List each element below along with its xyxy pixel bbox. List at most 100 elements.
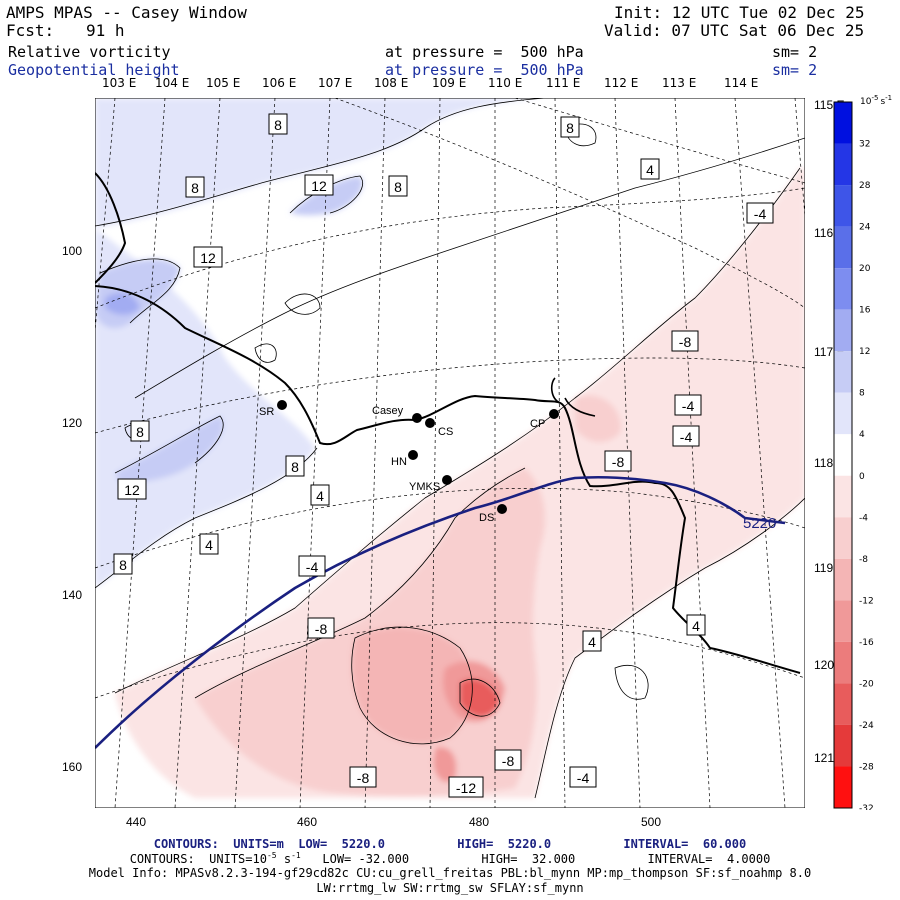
colorbar-swatch	[834, 309, 852, 352]
colorbar-unit: 10-5 s-1	[860, 94, 892, 107]
plot-title: AMPS MPAS -- Casey Window	[6, 3, 247, 22]
lon-label: 114 E	[724, 76, 759, 90]
colorbar-swatch	[834, 558, 852, 601]
station-dot-cp	[549, 409, 559, 419]
x-tick-label: 500	[641, 815, 662, 829]
geopotential-height-contour	[95, 475, 786, 749]
field1-smoothing: sm= 2	[772, 43, 818, 61]
colorbar-tick-label: -32	[859, 804, 874, 810]
colorbar-swatch	[834, 185, 852, 227]
x-tick-label: 480	[469, 815, 490, 829]
station-markers	[277, 400, 559, 514]
colorbar-swatch	[834, 600, 852, 642]
colorbar-tick-label: -24	[859, 721, 874, 731]
colorbar-frame	[833, 101, 853, 809]
contour-label: 4	[316, 488, 324, 504]
lon-label: 107 E	[318, 76, 353, 90]
colorbar-tick-label: 16	[859, 306, 871, 316]
contour-label: 12	[124, 482, 140, 498]
colorbar-swatch	[834, 724, 852, 767]
contour-label: -8	[315, 621, 328, 637]
colorbar-swatch	[834, 766, 852, 808]
colorbar-tick-label: -4	[859, 513, 868, 523]
vorticity-map: SR Casey CS HN YMKS DS CP 8 8 12 8 8 12 …	[95, 98, 805, 808]
contour-label: -8	[679, 334, 692, 350]
colorbar-tick-label: 4	[859, 430, 865, 440]
lon-label: 109 E	[432, 76, 467, 90]
station-dot-ymks	[442, 475, 452, 485]
contour-label: -8	[357, 770, 370, 786]
contour-label: 12	[311, 178, 327, 194]
contour-label: -4	[682, 398, 695, 414]
lat-lon-grid	[95, 98, 805, 808]
x-tick-label: 460	[297, 815, 318, 829]
colorbar-swatch	[834, 351, 852, 393]
lon-label: 112 E	[604, 76, 639, 90]
colorbar-swatch	[834, 475, 852, 518]
y-tick-label: 140	[62, 588, 83, 602]
contour-label: -12	[456, 780, 476, 796]
colorbar-labels: 32 28 24 20 16 12 8 4 0 -4 -8 -12 -16 -20 -24 -28 -32	[859, 140, 874, 810]
colorbar-swatch	[834, 641, 852, 684]
station-dot-cs	[425, 418, 435, 428]
colorbar-tick-label: -16	[859, 638, 874, 648]
colorbar-tick-label: -12	[859, 596, 874, 606]
lon-label: 113 E	[662, 76, 697, 90]
contour-label: 8	[394, 179, 402, 195]
positive-vorticity-fill	[95, 98, 545, 588]
contour-label: 12	[200, 250, 216, 266]
station-dot-ds	[497, 504, 507, 514]
colorbar-swatch	[834, 434, 852, 476]
station-dot-hn	[408, 450, 418, 460]
y-tick-label: 120	[62, 416, 83, 430]
colorbar: 10-5 s-1 32 28 24 20 16 12 8 4 0 -4 -8 -12 -16 -20 -24 -…	[833, 94, 892, 810]
coastline	[95, 172, 801, 674]
contour-label: -4	[754, 206, 767, 222]
colorbar-swatches	[833, 101, 853, 809]
contour-label: 4	[646, 162, 654, 178]
footer-model-info-2: LW:rrtmg_lw SW:rrtmg_sw SFLAY:sf_mynn	[316, 881, 584, 895]
contour-label-boxes: 8 8 12 8 8 12 4 -4 -8 -4 -4 8 8 12 4 -8 …	[113, 113, 774, 798]
field2-level: at pressure = 500 hPa	[385, 61, 584, 79]
station-label-sr: SR	[259, 406, 274, 418]
lon-label: 111 E	[546, 76, 581, 90]
forecast-hour: 91 h	[86, 21, 125, 40]
colorbar-tick-label: -28	[859, 762, 874, 772]
init-time: Init: 12 UTC Tue 02 Dec 25	[614, 3, 865, 22]
station-label-ds: DS	[479, 512, 494, 524]
contour-label: -8	[612, 454, 625, 470]
contour-label: 8	[119, 557, 127, 573]
contour-label: -8	[502, 753, 515, 769]
contour-label: 4	[692, 618, 700, 634]
lon-label: 110 E	[488, 76, 523, 90]
colorbar-tick-label: -8	[859, 555, 868, 565]
field1-name: Relative vorticity	[8, 43, 171, 61]
lon-label: 104 E	[155, 76, 190, 90]
colorbar-swatch	[834, 102, 852, 144]
contour-label: 8	[136, 424, 144, 440]
contour-label: 8	[274, 117, 282, 133]
lon-label: 106 E	[262, 76, 297, 90]
colorbar-swatch	[834, 392, 852, 435]
colorbar-tick-label: -20	[859, 679, 874, 689]
footer-contours-vorticity: CONTOURS: UNITS=10-5 s-1 LOW= -32.000 HI…	[129, 851, 771, 866]
y-tick-label: 100	[62, 244, 83, 258]
colorbar-swatch	[834, 226, 852, 269]
station-dot-sr	[277, 400, 287, 410]
colorbar-tick-label: 28	[859, 181, 871, 191]
contour-label: -4	[680, 429, 693, 445]
lon-label: 103 E	[102, 76, 137, 90]
x-tick-label: 440	[126, 815, 147, 829]
lon-label: 108 E	[374, 76, 409, 90]
footer-model-info: Model Info: MPASv8.2.3-194-gf29cd82c CU:…	[88, 866, 812, 880]
colorbar-swatch	[834, 517, 852, 559]
coastline-inlet	[550, 377, 596, 417]
contour-label: 8	[566, 120, 574, 136]
valid-time: Valid: 07 UTC Sat 06 Dec 25	[604, 21, 865, 40]
station-label-hn: HN	[391, 456, 407, 468]
colorbar-tick-label: 12	[859, 347, 870, 357]
colorbar-swatch	[834, 143, 852, 186]
footer-contours-height: CONTOURS: UNITS=m LOW= 5220.0 HIGH= 5220…	[153, 837, 747, 851]
colorbar-swatch	[834, 268, 852, 310]
contour-label: 4	[205, 537, 213, 553]
